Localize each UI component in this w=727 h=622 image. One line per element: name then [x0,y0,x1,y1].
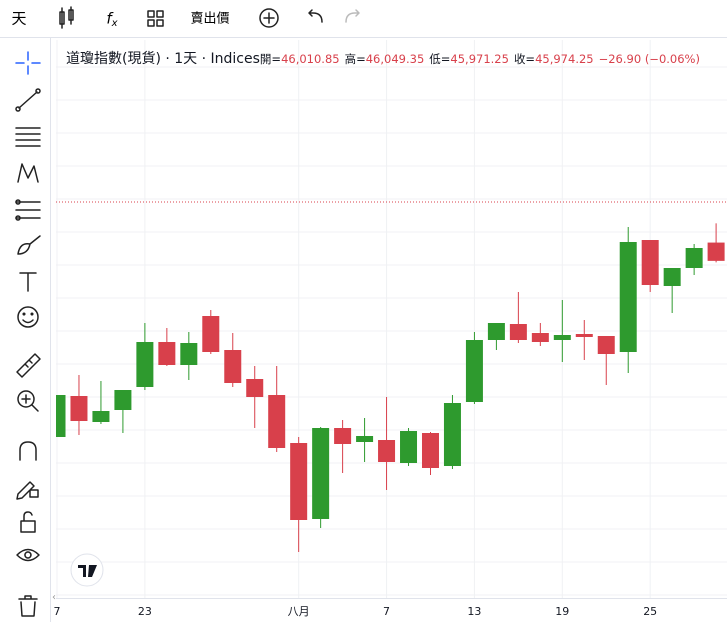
undo-button[interactable] [308,9,323,23]
candle-body [290,443,308,520]
candle-body [378,440,396,462]
candle-body [136,342,154,387]
crosshair-tool[interactable] [15,51,41,75]
interval-button[interactable]: 天 [11,10,26,28]
ohlc-label: 開= [260,52,281,66]
candle-body [114,390,132,410]
candle-body [619,242,637,352]
x-axis: 7 23 八月 7 13 19 25 [54,605,658,618]
indicators-button[interactable]: fx [106,10,117,30]
collapse-button[interactable]: ‹ [52,592,56,603]
candle-body [443,403,461,466]
candle-body [246,379,264,397]
ohlc-value: 45,974.25 [535,52,594,66]
candle-body [356,436,374,442]
x-tick-label: 25 [643,605,657,618]
candle-body [180,343,198,365]
candle-body [421,433,439,468]
ohlc-label: 收= [514,52,535,66]
tv-logo[interactable] [70,553,104,587]
text-tool[interactable] [19,272,37,292]
ohlc-value: 45,971.25 [450,52,509,66]
candle-body [465,340,483,402]
candle-body [92,411,110,422]
candle-body [509,324,527,340]
delete-tool[interactable] [18,595,38,617]
candle-body [312,428,330,519]
candle-body [487,323,505,340]
layout-button[interactable] [147,10,164,27]
candles [56,223,725,552]
zoom-tool[interactable] [17,390,39,412]
candle-body [685,248,703,268]
x-tick-label: 7 [383,605,390,618]
candle-body [202,316,220,352]
magnet-tool[interactable] [19,441,37,461]
candle-body [56,395,66,437]
candle-body [268,395,286,448]
emoji-tool[interactable] [17,306,39,328]
candle-body [597,336,615,354]
ohlc-label: 低= [429,52,450,66]
x-tick-label: 八月 [288,605,310,618]
lock-drawing-tool[interactable] [16,481,39,500]
measure-tool[interactable] [16,353,41,378]
chart-title: 道瓊指數(現貨) · 1天 · Indices [66,50,260,67]
ohlc-change: −26.90 (−0.06%) [599,52,700,66]
x-tick-label: 7 [54,605,61,618]
candle-body [663,268,681,286]
x-tick-label: 23 [138,605,152,618]
prediction-tool[interactable] [15,199,41,221]
compare-button[interactable] [259,8,279,28]
x-tick-label: 19 [555,605,569,618]
candle-body [158,342,176,365]
candle-body [334,428,352,444]
candle-body [70,396,88,421]
price-type-button[interactable]: 賣出價 [190,12,229,27]
x-tick-label: 13 [467,605,481,618]
ohlc-label: 高= [345,52,366,66]
candle-body [707,242,725,261]
candle-body [575,334,593,337]
ohlc-value: 46,049.35 [366,52,425,66]
candle-body [641,240,659,285]
candle-body [531,333,549,342]
top-toolbar: 天 fx 賣出價 [11,6,360,30]
hide-tool[interactable] [16,548,40,562]
fib-tool[interactable] [15,127,41,147]
candle-body [400,431,418,463]
chart-header: 道瓊指數(現貨) · 1天 · Indices開=46,010.85 高=46,0… [66,50,700,67]
candle-body [224,350,242,383]
redo-button[interactable] [345,9,360,23]
chart-type-button[interactable] [59,6,74,29]
lock-tool[interactable] [20,511,36,533]
trend-line-tool[interactable] [15,88,41,112]
brush-tool[interactable] [17,235,41,255]
left-toolbar [15,51,41,617]
pattern-tool[interactable] [17,163,39,183]
ohlc-value: 46,010.85 [281,52,340,66]
candle-body [553,335,571,340]
